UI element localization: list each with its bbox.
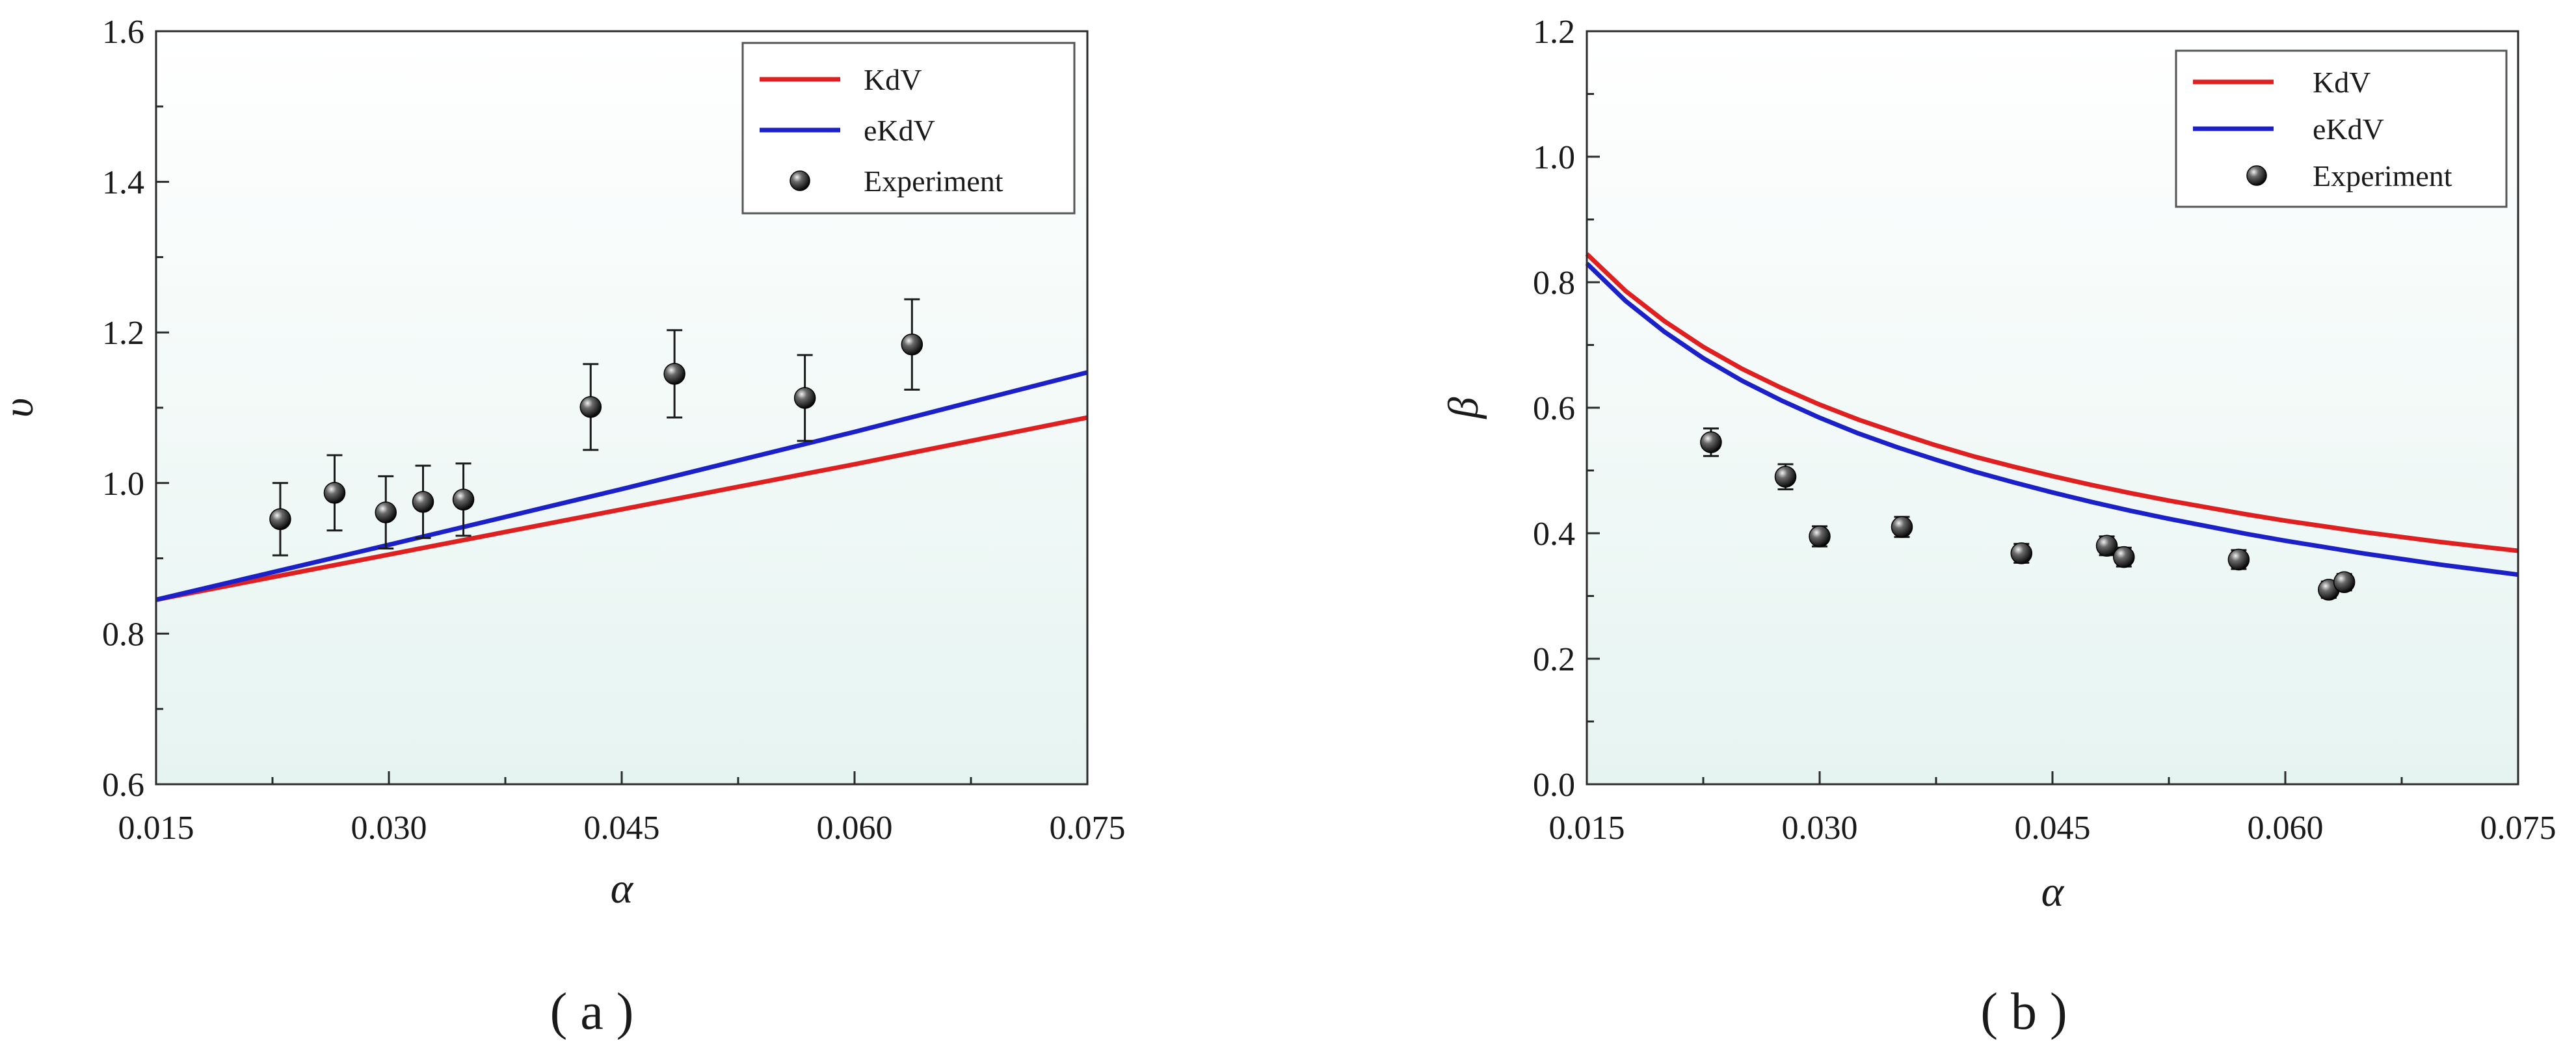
series-line-ekdv <box>1585 261 2519 577</box>
experiment-marker <box>1809 525 1831 548</box>
legend: KdV eKdV Experiment <box>741 42 1076 215</box>
legend-label-experiment: Experiment <box>2313 159 2452 192</box>
plot-frame <box>1586 30 2519 786</box>
experiment-marker <box>269 508 291 531</box>
x-tick-label: 0.060 <box>817 810 893 847</box>
data-point <box>2113 546 2135 568</box>
legend-marker-experiment <box>2246 165 2267 186</box>
experiment-marker <box>375 501 397 523</box>
legend-label-experiment: Experiment <box>864 165 1003 198</box>
data-point <box>2333 571 2356 594</box>
series-layer <box>1585 252 2519 577</box>
data-point <box>901 298 923 391</box>
legend-label-kdv: KdV <box>864 63 922 96</box>
panel-label-a: ( a ) <box>550 983 634 1040</box>
y-tick-label: 0.6 <box>102 767 144 804</box>
legend-label-kdv: KdV <box>2313 66 2370 99</box>
y-tick-label: 0.4 <box>1533 516 1575 553</box>
y-tick-label: 0.8 <box>102 616 144 653</box>
experiment-marker <box>452 488 475 511</box>
plot-frame <box>155 30 1089 786</box>
scatter-layer <box>1700 427 2356 601</box>
data-point <box>793 354 816 442</box>
y-tick-label: 1.0 <box>1533 139 1575 176</box>
x-axis-title: α <box>611 865 634 912</box>
data-point <box>663 329 685 419</box>
series-line-kdv <box>155 415 1088 602</box>
series-line-kdv <box>1585 252 2519 553</box>
legend-label-ekdv: eKdV <box>2313 112 2384 146</box>
x-tick-label: 0.015 <box>1549 810 1625 847</box>
data-point <box>2010 542 2033 564</box>
data-point <box>579 363 602 451</box>
x-tick-label: 0.030 <box>1782 810 1858 847</box>
legend-marker-experiment <box>790 170 810 191</box>
experiment-marker <box>901 333 923 356</box>
scatter-layer <box>269 298 923 557</box>
experiment-marker <box>412 491 434 513</box>
chart-panel-b: 0.015 0.030 0.045 0.060 0.075 0.0 0.2 0.4 0.6 0.8… <box>1440 14 2556 1040</box>
x-tick-label: 0.075 <box>2480 810 2556 847</box>
y-tick-label: 1.6 <box>102 14 144 51</box>
y-tick-label: 1.2 <box>102 315 144 352</box>
experiment-marker <box>2333 571 2356 594</box>
experiment-marker <box>2095 535 2118 557</box>
experiment-marker <box>1774 466 1797 488</box>
experiment-marker <box>579 396 602 418</box>
experiment-marker <box>793 387 816 409</box>
y-axis-title: β <box>1440 397 1487 419</box>
data-point <box>269 482 291 557</box>
x-tick-label: 0.060 <box>2248 810 2324 847</box>
x-tick-label: 0.015 <box>118 810 194 847</box>
experiment-marker <box>1700 431 1722 453</box>
x-tick-label: 0.045 <box>584 810 660 847</box>
y-tick-label: 0.6 <box>1533 390 1575 427</box>
data-point <box>2227 548 2250 571</box>
experiment-marker <box>2227 548 2250 571</box>
experiment-marker <box>2113 546 2135 568</box>
y-tick-label: 1.0 <box>102 466 144 503</box>
data-point <box>375 475 397 550</box>
experiment-marker <box>323 482 346 504</box>
y-tick-label: 1.4 <box>102 165 144 202</box>
x-axis-title: α <box>2041 868 2065 916</box>
data-point <box>452 462 475 537</box>
legend-label-ekdv: eKdV <box>864 114 935 147</box>
data-point <box>1809 525 1831 548</box>
legend: KdV eKdV Experiment <box>2175 49 2508 208</box>
data-point <box>2095 535 2118 557</box>
y-tick-label: 0.8 <box>1533 265 1575 302</box>
experiment-marker <box>663 363 685 385</box>
experiment-marker <box>1891 516 1913 538</box>
y-tick-label: 1.2 <box>1533 14 1575 51</box>
experiment-marker <box>2010 542 2033 564</box>
tick-layer: 0.015 0.030 0.045 0.060 0.075 0.0 0.2 0.4 0.6 0.8… <box>1533 14 2556 847</box>
data-point <box>412 464 434 539</box>
x-tick-label: 0.030 <box>351 810 427 847</box>
y-tick-label: 0.2 <box>1533 641 1575 678</box>
data-point <box>323 454 346 532</box>
data-point <box>1774 463 1797 490</box>
x-tick-label: 0.075 <box>1050 810 1126 847</box>
data-point <box>1891 516 1913 538</box>
data-point <box>1700 427 1722 457</box>
series-layer <box>155 370 1088 602</box>
tick-layer: 0.015 0.030 0.045 0.060 0.075 0.6 0.8 1.0 1.2 1.4… <box>102 14 1126 847</box>
chart-panel-a: 0.015 0.030 0.045 0.060 0.075 0.6 0.8 1.0 1.2 1.4… <box>0 14 1126 1040</box>
x-tick-label: 0.045 <box>2015 810 2091 847</box>
y-tick-label: 0.0 <box>1533 767 1575 804</box>
y-axis-title: υ <box>0 398 42 417</box>
panel-label-b: ( b ) <box>1980 983 2067 1040</box>
series-line-ekdv <box>155 370 1088 602</box>
